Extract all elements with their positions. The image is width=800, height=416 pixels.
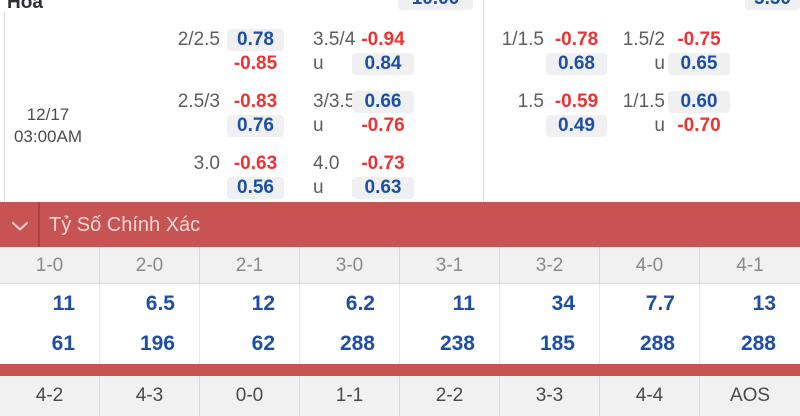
odds-value[interactable]: -0.83 <box>233 91 278 112</box>
odds-value[interactable]: 0.66 <box>352 91 414 113</box>
score-header: 2-2 <box>400 376 500 416</box>
odds-value[interactable]: 0.68 <box>546 53 607 75</box>
score-header: 4-4 <box>600 376 700 416</box>
odds-value[interactable]: 0.56 <box>227 177 284 199</box>
draw-label: Hòa <box>7 0 43 13</box>
odds-value[interactable]: 0.78 <box>227 29 284 51</box>
draw-odds-left[interactable]: 10.00 <box>398 0 473 10</box>
score-header: 4-3 <box>100 376 200 416</box>
handicap-label: 2/2.5 <box>177 29 220 50</box>
handicap-label: 1.5 <box>517 91 544 112</box>
odds-value[interactable]: -0.78 <box>554 29 599 50</box>
score-odds[interactable]: 61 <box>0 324 100 364</box>
score-odds[interactable]: 12 <box>200 284 300 324</box>
odds-value[interactable]: 0.76 <box>227 115 284 137</box>
banner-divider <box>38 202 40 247</box>
handicap-block: 3/3.5 0.66 u -0.76 <box>313 90 414 138</box>
handicap-block: 1.5/2 -0.75 u 0.65 <box>595 28 730 76</box>
panel-divider-middle <box>483 0 484 202</box>
draw-odds-right[interactable]: 5.50 <box>745 0 800 10</box>
handicap-block: 1/1.5 -0.78 0.68 <box>474 28 607 76</box>
score-odds[interactable]: 7.7 <box>600 284 700 324</box>
score-odds[interactable]: 288 <box>600 324 700 364</box>
handicap-label: u <box>313 53 324 74</box>
odds-value[interactable]: -0.73 <box>361 153 405 174</box>
handicap-label: 2.5/3 <box>177 91 220 112</box>
handicap-block: 3.0 -0.63 0.56 <box>140 152 284 200</box>
score-header: 3-2 <box>500 247 600 284</box>
score-odds-row-2: 61 196 62 288 238 185 288 288 <box>0 324 800 364</box>
handicap-label: 1/1.5 <box>501 29 544 50</box>
score-odds[interactable]: 238 <box>400 324 500 364</box>
handicap-label: u <box>313 177 324 198</box>
match-datetime: 12/17 03:00AM <box>0 104 96 148</box>
handicap-block: 2.5/3 -0.83 0.76 <box>140 90 284 138</box>
score-odds[interactable]: 6.5 <box>100 284 200 324</box>
score-header: 2-0 <box>100 247 200 284</box>
score-odds[interactable]: 11 <box>400 284 500 324</box>
score-header-row-bottom: 4-2 4-3 0-0 1-1 2-2 3-3 4-4 AOS <box>0 376 800 416</box>
handicap-block: 4.0 -0.73 u 0.63 <box>313 152 414 200</box>
score-header: 1-0 <box>0 247 100 284</box>
score-odds[interactable]: 185 <box>500 324 600 364</box>
odds-value[interactable]: -0.76 <box>361 115 405 136</box>
score-header: 3-0 <box>300 247 400 284</box>
handicap-label: 3.5/4 <box>313 29 356 50</box>
odds-value[interactable]: -0.94 <box>361 29 405 50</box>
odds-value[interactable]: 0.63 <box>352 177 414 199</box>
score-header: 3-3 <box>500 376 600 416</box>
score-odds[interactable]: 288 <box>700 324 800 364</box>
handicap-block: 2/2.5 0.78 -0.85 <box>140 28 284 76</box>
score-odds[interactable]: 288 <box>300 324 400 364</box>
odds-panel: Hòa 10.00 5.50 12/17 03:00AM 2/2.5 0.78 -… <box>0 0 800 202</box>
odds-value[interactable]: 0.49 <box>546 115 607 137</box>
odds-value[interactable]: -0.75 <box>677 29 721 50</box>
score-header: AOS <box>700 376 800 416</box>
handicap-label: u <box>654 53 665 74</box>
odds-value[interactable]: -0.85 <box>233 53 278 74</box>
odds-value[interactable]: 0.84 <box>352 53 414 75</box>
score-odds[interactable]: 196 <box>100 324 200 364</box>
correct-score-section-header[interactable]: Tỷ Số Chính Xác <box>0 202 800 247</box>
handicap-block: 1.5 -0.59 0.49 <box>474 90 607 138</box>
score-header: 3-1 <box>400 247 500 284</box>
score-odds[interactable]: 62 <box>200 324 300 364</box>
handicap-label: 3.0 <box>193 153 220 174</box>
score-header: 4-0 <box>600 247 700 284</box>
odds-value[interactable]: 0.65 <box>668 53 730 75</box>
score-header: 4-1 <box>700 247 800 284</box>
odds-value[interactable]: 0.60 <box>668 91 730 113</box>
handicap-block: 1/1.5 0.60 u -0.70 <box>595 90 730 138</box>
handicap-label: u <box>654 115 665 136</box>
handicap-label: 1/1.5 <box>622 91 665 112</box>
score-header: 0-0 <box>200 376 300 416</box>
score-odds-row-1: 11 6.5 12 6.2 11 34 7.7 13 <box>0 284 800 324</box>
score-odds[interactable]: 34 <box>500 284 600 324</box>
handicap-label: 3/3.5 <box>313 91 356 112</box>
odds-value[interactable]: -0.59 <box>554 91 599 112</box>
handicap-label: 4.0 <box>313 153 340 174</box>
handicap-label: 1.5/2 <box>622 29 665 50</box>
score-header-row-top: 1-0 2-0 2-1 3-0 3-1 3-2 4-0 4-1 <box>0 247 800 284</box>
odds-value[interactable]: -0.70 <box>677 115 721 136</box>
match-time: 03:00AM <box>13 127 83 146</box>
correct-score-table: 1-0 2-0 2-1 3-0 3-1 3-2 4-0 4-1 11 6.5 1… <box>0 247 800 416</box>
panel-divider-left <box>4 12 5 202</box>
match-date: 12/17 <box>26 105 70 124</box>
section-title: Tỷ Số Chính Xác <box>49 214 201 236</box>
odds-value[interactable]: -0.63 <box>233 153 278 174</box>
section-divider-bar <box>0 364 800 376</box>
handicap-label: u <box>313 115 324 136</box>
score-odds[interactable]: 11 <box>0 284 100 324</box>
score-header: 1-1 <box>300 376 400 416</box>
chevron-down-icon[interactable] <box>11 219 29 237</box>
score-header: 4-2 <box>0 376 100 416</box>
score-odds[interactable]: 13 <box>700 284 800 324</box>
score-odds[interactable]: 6.2 <box>300 284 400 324</box>
score-header: 2-1 <box>200 247 300 284</box>
handicap-block: 3.5/4 -0.94 u 0.84 <box>313 28 414 76</box>
